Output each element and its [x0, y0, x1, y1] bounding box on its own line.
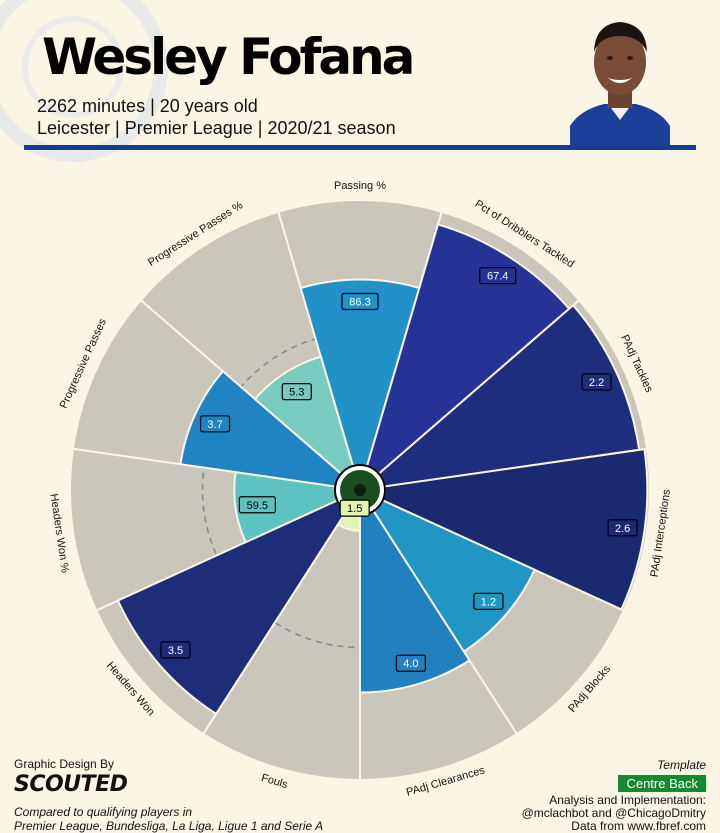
comparison-note-line2: Premier League, Bundesliga, La Liga, Lig…: [14, 819, 324, 833]
category-label: Fouls: [260, 772, 290, 791]
value-label: 1.5: [347, 503, 362, 515]
football-icon-patch: [354, 484, 366, 496]
category-label: Headers Won %: [48, 493, 71, 574]
value-label-box: [395, 654, 426, 672]
value-label: 4.0: [403, 658, 418, 670]
analysis-credits: Analysis and Implementation: @mclachbot …: [522, 794, 706, 833]
value-label-box: [341, 292, 379, 311]
value-label: 2.6: [615, 523, 630, 535]
credits-line2: @mclachbot and @ChicagoDmitry: [521, 806, 706, 820]
value-label-box: [199, 415, 231, 433]
comparison-note: Compared to qualifying players in Premie…: [14, 805, 323, 833]
value-label-box: [238, 496, 276, 514]
value-label: 67.4: [487, 271, 508, 283]
player-club-league-season: Leicester | Premier League | 2020/21 sea…: [37, 118, 396, 138]
value-label-box: [281, 383, 312, 401]
value-label: 86.3: [349, 297, 370, 309]
value-label: 1.2: [481, 596, 496, 608]
player-minutes-age: 2262 minutes | 20 years old: [37, 96, 258, 116]
credits-line3: Data from www.fbref.com: [571, 819, 706, 833]
player-name: Wesley Fofana: [42, 28, 415, 86]
category-label: PAdj Interceptions: [649, 488, 674, 578]
value-label-box: [479, 267, 517, 285]
value-label-box: [160, 641, 191, 659]
value-label: 59.5: [247, 500, 268, 512]
comparison-note-line1: Compared to qualifying players in: [14, 805, 193, 819]
value-label-box: [473, 592, 504, 610]
player-photo: [570, 6, 670, 146]
template-label: Template: [657, 758, 706, 772]
category-label: Passing %: [334, 180, 386, 192]
value-label: 5.3: [289, 387, 304, 399]
scouted-logo: SCOUTED: [14, 772, 128, 797]
header-rule: [24, 145, 696, 150]
value-label: 3.7: [207, 419, 222, 431]
design-credit-label: Graphic Design By: [14, 757, 115, 771]
value-label-box: [607, 519, 638, 537]
template-badge: Centre Back: [618, 775, 706, 792]
value-label-box: [339, 499, 370, 517]
value-label: 2.2: [589, 377, 604, 389]
credits-line1: Analysis and Implementation:: [549, 793, 706, 807]
value-label: 3.5: [168, 645, 183, 657]
value-label-box: [581, 373, 612, 391]
